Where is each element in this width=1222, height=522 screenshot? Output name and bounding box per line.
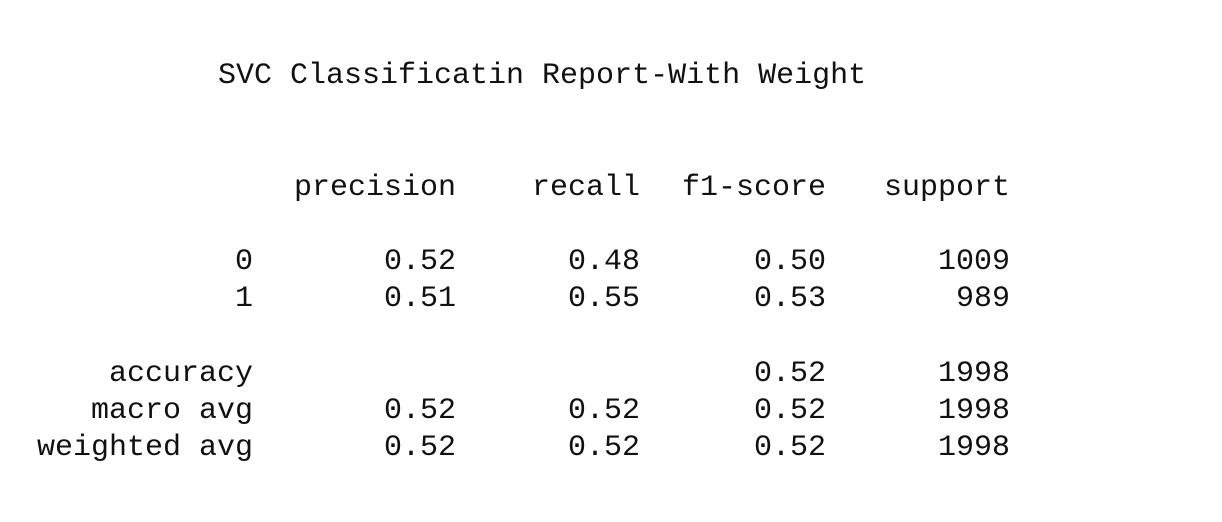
row-label-accuracy: accuracy [108,357,253,391]
class-1-f1-score: 0.53 [753,282,826,316]
header-precision: precision [293,171,456,205]
row-label-macro-avg: macro avg [90,394,253,428]
report-title: SVC Classificatin Report-With Weight [218,59,867,93]
macro-avg-recall: 0.52 [567,394,640,428]
class-1-recall: 0.55 [567,282,640,316]
class-1-support: 989 [955,282,1010,316]
class-0-precision: 0.52 [383,245,456,279]
accuracy-f1-score: 0.52 [753,357,826,391]
row-label-class-1: 1 [234,282,253,316]
weighted-avg-recall: 0.52 [567,431,640,465]
class-0-recall: 0.48 [567,245,640,279]
class-0-support: 1009 [937,245,1010,279]
row-label-weighted-avg: weighted avg [36,431,253,465]
weighted-avg-f1-score: 0.52 [753,431,826,465]
header-f1-score: f1-score [681,171,826,205]
macro-avg-support: 1998 [937,394,1010,428]
macro-avg-f1-score: 0.52 [753,394,826,428]
header-recall: recall [531,171,640,205]
class-1-precision: 0.51 [383,282,456,316]
row-label-class-0: 0 [234,245,253,279]
weighted-avg-precision: 0.52 [383,431,456,465]
header-support: support [883,171,1010,205]
macro-avg-precision: 0.52 [383,394,456,428]
class-0-f1-score: 0.50 [753,245,826,279]
weighted-avg-support: 1998 [937,431,1010,465]
accuracy-support: 1998 [937,357,1010,391]
